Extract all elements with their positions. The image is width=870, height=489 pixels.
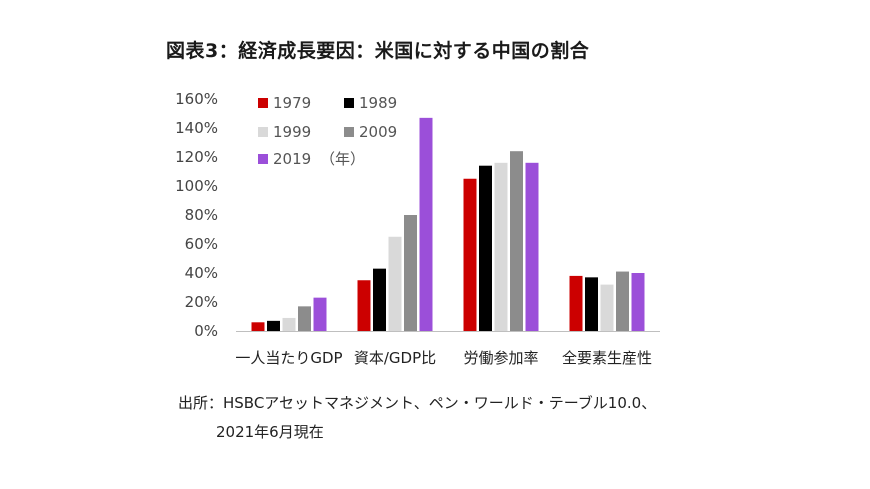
legend-swatch-2009 (344, 127, 354, 137)
bar-1979-2 (357, 280, 371, 331)
y-tick-label: 140% (175, 119, 218, 137)
bars (251, 117, 645, 331)
bar-2009-2 (404, 215, 417, 331)
y-tick-label: 120% (175, 148, 218, 166)
legend-label-1999: 1999 (273, 123, 311, 141)
y-tick-label: 0% (194, 322, 218, 340)
bar-1999-4 (600, 284, 614, 331)
y-tick-label: 60% (185, 235, 218, 253)
bar-2019-2 (419, 117, 433, 331)
bar-2009-1 (298, 306, 311, 331)
bar-2009-3 (510, 151, 523, 331)
y-tick-label: 40% (185, 264, 218, 282)
legend-swatch-1989 (344, 98, 354, 108)
legend-label-2019: 2019 (273, 150, 311, 168)
bar-1999-2 (388, 236, 402, 331)
chart-title: 図表3：経済成長要因：米国に対する中国の割合 (166, 40, 590, 62)
legend: 1979 1989 1999 2009 2019 （年） (258, 94, 397, 168)
y-tick-label: 160% (175, 90, 218, 108)
legend-label-2009: 2009 (359, 123, 397, 141)
legend-swatch-2019 (258, 154, 268, 164)
legend-year-suffix: （年） (320, 150, 365, 168)
y-tick-label: 100% (175, 177, 218, 195)
bar-1979-4 (569, 275, 583, 331)
bar-1989-1 (267, 320, 280, 331)
bar-2009-4 (616, 271, 629, 331)
x-axis-labels: 一人当たりGDP 資本/GDP比 労働参加率 全要素生産性 (235, 349, 652, 367)
bar-1979-3 (463, 178, 477, 331)
bar-2019-3 (525, 162, 539, 331)
legend-label-1979: 1979 (273, 94, 311, 112)
x-category-label: 資本/GDP比 (354, 349, 436, 367)
y-tick-label: 80% (185, 206, 218, 224)
x-category-label: 全要素生産性 (562, 349, 652, 367)
legend-swatch-1999 (258, 127, 268, 137)
bar-1999-3 (494, 162, 508, 331)
bar-2019-4 (631, 273, 645, 331)
bar-1979-1 (251, 322, 265, 331)
bar-1989-3 (479, 165, 492, 331)
bar-1999-1 (282, 317, 296, 331)
x-category-label: 労働参加率 (463, 349, 538, 367)
source-note-line-2: 2021年6月現在 (216, 423, 324, 441)
y-axis-ticks: 0% 20% 40% 60% 80% 100% 120% 140% 160% (175, 90, 218, 340)
bar-1989-4 (585, 277, 598, 331)
bar-1989-2 (373, 268, 386, 331)
source-note-line-1: 出所：HSBCアセットマネジメント、ペン・ワールド・テーブル10.0、 (178, 394, 657, 412)
x-category-label: 一人当たりGDP (235, 349, 342, 367)
legend-swatch-1979 (258, 98, 268, 108)
legend-label-1989: 1989 (359, 94, 397, 112)
bar-2019-1 (313, 297, 327, 331)
y-tick-label: 20% (185, 293, 218, 311)
